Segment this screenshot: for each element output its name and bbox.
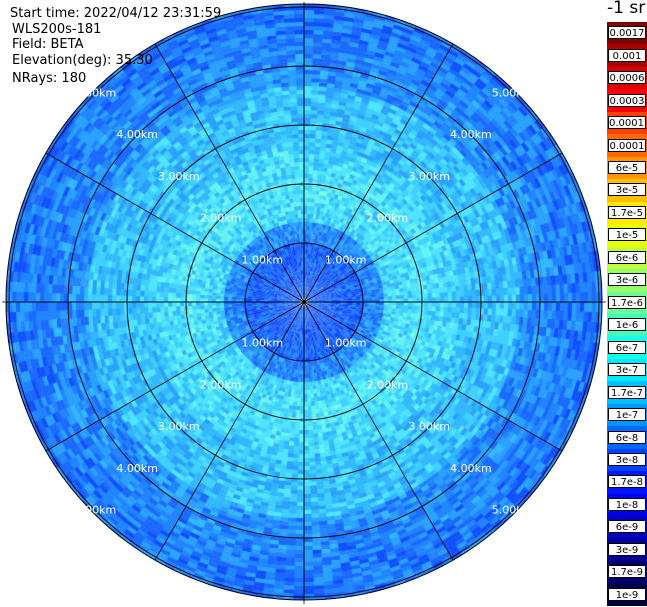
colorbar-tick-label: 1e-7 — [608, 408, 646, 422]
range-label-1km-2: 1.00km — [241, 337, 283, 350]
colorbar-tick-label: 1e-9 — [608, 587, 646, 601]
colorbar-tick-label: 1.7e-8 — [608, 475, 646, 489]
range-label-2km-2: 2.00km — [200, 378, 242, 391]
instrument-text: WLS200s-181 — [12, 22, 102, 37]
spoke-line-300 — [45, 152, 305, 303]
range-label-1km-0: 1.00km — [241, 253, 283, 266]
colorbar-tick-label: 0.0003 — [608, 93, 646, 107]
colorbar-tick-label: 3e-6 — [608, 273, 646, 287]
range-label-3km-0: 3.00km — [158, 170, 200, 183]
range-label-3km-1: 3.00km — [408, 170, 450, 183]
colorbar-tick-label: 6e-8 — [608, 430, 646, 444]
start-time-text: Start time: 2022/04/12 23:31:59 — [10, 6, 222, 21]
range-label-4km-1: 4.00km — [450, 128, 492, 141]
range-label-5km-3: 5.00km — [492, 504, 534, 517]
spoke-line-150 — [303, 301, 454, 561]
colorbar-tick-label: 3e-7 — [608, 363, 646, 377]
range-label-5km-0: 5.00km — [75, 86, 117, 99]
spoke-line-60 — [303, 152, 563, 303]
field-text: Field: BETA — [12, 37, 84, 52]
colorbar-unit-label: -1 sr — [607, 0, 646, 18]
spoke-line-120 — [303, 301, 563, 452]
colorbar-tick-label: 1e-8 — [608, 497, 646, 511]
range-label-2km-3: 2.00km — [367, 378, 409, 391]
colorbar-tick-label: 0.0006 — [608, 71, 646, 85]
range-label-1km-3: 1.00km — [325, 337, 367, 350]
colorbar-tick-label: 1e-6 — [608, 318, 646, 332]
colorbar-tick-label: 0.0001 — [608, 138, 646, 152]
range-label-4km-0: 4.00km — [116, 128, 158, 141]
range-label-1km-1: 1.00km — [325, 253, 367, 266]
spoke-line-210 — [154, 301, 305, 561]
range-label-4km-3: 4.00km — [450, 462, 492, 475]
colorbar-tick-label: 0.00017 — [608, 116, 646, 130]
range-label-3km-2: 3.00km — [158, 420, 200, 433]
spoke-line-330 — [154, 43, 305, 303]
colorbar-tick-label: 0.001 — [608, 48, 646, 62]
colorbar-tick-label: 6e-5 — [608, 161, 646, 174]
colorbar-tick-label: 6e-9 — [608, 520, 646, 534]
colorbar-tick-label: 0.0017 — [608, 26, 646, 40]
range-label-4km-2: 4.00km — [116, 462, 158, 475]
colorbar-tick-label: 6e-6 — [608, 250, 646, 264]
range-label-2km-1: 2.00km — [367, 212, 409, 225]
colorbar-tick-label: 1.7e-7 — [608, 385, 646, 399]
colorbar-tick-label: 1.7e-9 — [608, 565, 646, 579]
colorbar-tick-label: 3e-5 — [608, 183, 646, 197]
colorbar-tick-label: 3e-9 — [608, 542, 646, 556]
colorbar: 0.0017 0.001 0.0006 0.0003 0.00017 0.0001 6e-5… — [607, 22, 647, 607]
colorbar-tick-label: 6e-7 — [608, 340, 646, 354]
nrays-text: NRays: 180 — [12, 71, 87, 86]
colorbar-tick-label: 1e-5 — [608, 228, 646, 242]
elevation-text: Elevation(deg): 35.30 — [12, 53, 153, 68]
range-label-3km-3: 3.00km — [408, 420, 450, 433]
colorbar-tick-label: 1.7e-6 — [608, 295, 646, 309]
range-label-5km-1: 5.00km — [492, 86, 534, 99]
colorbar-tick-label: 1.7e-5 — [608, 205, 646, 219]
range-label-5km-2: 5.00km — [75, 504, 117, 517]
spoke-line-240 — [45, 301, 305, 452]
colorbar-tick-label: 3e-8 — [608, 453, 646, 466]
spoke-line-30 — [303, 43, 454, 303]
range-label-2km-0: 2.00km — [200, 212, 242, 225]
